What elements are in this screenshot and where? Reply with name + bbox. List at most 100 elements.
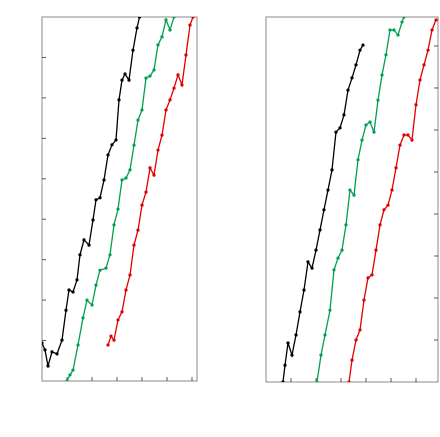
data-point: [160, 133, 164, 137]
data-point: [392, 28, 396, 32]
data-point: [376, 98, 380, 102]
data-point: [368, 120, 372, 124]
data-point: [310, 266, 314, 270]
data-point: [144, 76, 148, 80]
data-point: [286, 341, 290, 345]
data-point: [114, 138, 118, 142]
data-point: [65, 379, 69, 381]
data-point: [75, 278, 79, 282]
data-point: [148, 74, 152, 78]
data-point: [106, 343, 110, 347]
data-point: [128, 168, 132, 172]
data-point: [55, 352, 59, 356]
data-point: [172, 86, 176, 90]
data-point: [380, 73, 384, 77]
data-point: [322, 208, 326, 212]
data-point: [120, 78, 124, 82]
data-point: [168, 98, 172, 102]
data-point: [338, 126, 342, 130]
data-point: [124, 288, 128, 292]
data-point: [90, 303, 94, 307]
data-point: [91, 218, 95, 222]
data-point: [362, 298, 366, 302]
data-point: [298, 310, 302, 314]
series-line: [282, 44, 364, 382]
data-point: [356, 158, 360, 162]
data-point: [360, 138, 364, 142]
data-point: [418, 78, 422, 82]
data-point: [372, 130, 376, 134]
data-point: [384, 53, 388, 57]
data-point: [78, 253, 82, 257]
data-point: [350, 76, 354, 80]
data-point: [160, 35, 164, 39]
data-point: [400, 20, 404, 24]
series-line: [107, 17, 194, 346]
data-point: [330, 168, 334, 172]
data-point: [94, 198, 98, 202]
data-point: [382, 208, 386, 212]
data-point: [283, 363, 287, 367]
data-point: [191, 17, 195, 19]
data-point: [132, 243, 136, 247]
data-point: [137, 17, 142, 19]
plot-area: [42, 17, 195, 381]
data-point: [358, 328, 362, 332]
data-point: [306, 260, 310, 264]
data-point: [168, 28, 172, 32]
data-point: [344, 223, 348, 227]
data-point: [334, 130, 338, 134]
data-point: [396, 33, 400, 37]
data-point: [302, 288, 306, 292]
data-point: [281, 380, 285, 382]
data-point: [318, 228, 322, 232]
data-point: [346, 88, 350, 92]
data-point: [426, 48, 430, 52]
data-point: [152, 68, 156, 72]
data-point: [314, 248, 318, 252]
data-point: [378, 223, 382, 227]
series-line: [42, 17, 141, 367]
data-point: [106, 153, 110, 157]
data-point: [136, 118, 140, 122]
data-point: [315, 380, 319, 382]
data-point: [136, 228, 140, 232]
data-point: [350, 358, 354, 362]
data-point: [140, 108, 144, 112]
data-point: [123, 72, 127, 76]
data-point: [108, 253, 112, 257]
data-point: [323, 333, 327, 337]
data-point: [104, 266, 108, 270]
data-point: [128, 273, 132, 277]
data-point: [336, 256, 340, 260]
data-point: [354, 338, 358, 342]
data-point: [342, 113, 346, 117]
data-point: [328, 308, 332, 312]
data-point: [164, 108, 168, 112]
data-point: [140, 203, 144, 207]
data-point: [109, 334, 113, 338]
data-point: [402, 133, 406, 137]
data-point: [414, 103, 418, 107]
data-point: [156, 148, 160, 152]
data-point: [135, 26, 139, 30]
data-point: [188, 23, 192, 27]
data-point: [386, 203, 390, 207]
data-point: [184, 53, 188, 57]
data-point: [71, 290, 75, 294]
data-point: [422, 63, 426, 67]
data-point: [120, 178, 124, 182]
data-point: [64, 308, 68, 312]
data-point: [290, 353, 294, 357]
data-point: [60, 338, 64, 342]
data-point: [156, 43, 160, 47]
data-point: [116, 318, 120, 322]
data-point: [364, 123, 368, 127]
data-point: [152, 173, 156, 177]
data-point: [98, 196, 102, 200]
data-point: [361, 43, 365, 47]
data-point: [332, 268, 336, 272]
data-point: [67, 288, 71, 292]
data-point: [132, 143, 136, 147]
